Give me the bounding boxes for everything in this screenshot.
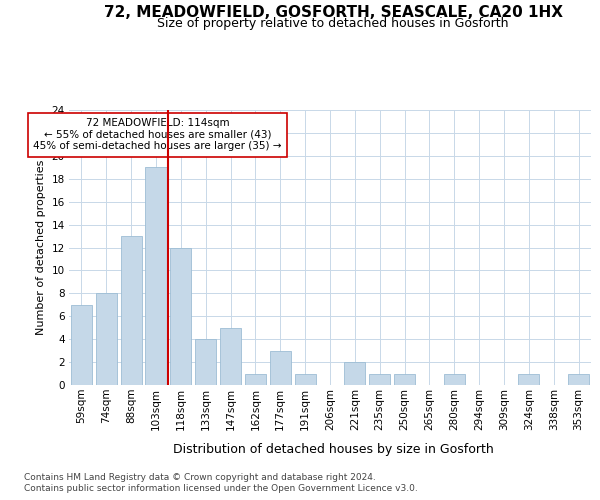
Bar: [71, 305, 92, 385]
Bar: [344, 362, 365, 385]
Bar: [394, 374, 415, 385]
Text: Distribution of detached houses by size in Gosforth: Distribution of detached houses by size …: [173, 442, 493, 456]
Bar: [195, 339, 216, 385]
Y-axis label: Number of detached properties: Number of detached properties: [36, 160, 46, 335]
Text: Size of property relative to detached houses in Gosforth: Size of property relative to detached ho…: [157, 18, 509, 30]
Bar: [270, 350, 291, 385]
Bar: [121, 236, 142, 385]
Bar: [170, 248, 191, 385]
Bar: [145, 168, 167, 385]
Bar: [518, 374, 539, 385]
Bar: [444, 374, 465, 385]
Bar: [96, 294, 117, 385]
Bar: [369, 374, 390, 385]
Bar: [220, 328, 241, 385]
Text: 72 MEADOWFIELD: 114sqm
← 55% of detached houses are smaller (43)
45% of semi-det: 72 MEADOWFIELD: 114sqm ← 55% of detached…: [34, 118, 282, 152]
Text: Contains HM Land Registry data © Crown copyright and database right 2024.: Contains HM Land Registry data © Crown c…: [24, 472, 376, 482]
Bar: [295, 374, 316, 385]
Text: 72, MEADOWFIELD, GOSFORTH, SEASCALE, CA20 1HX: 72, MEADOWFIELD, GOSFORTH, SEASCALE, CA2…: [104, 5, 563, 20]
Bar: [245, 374, 266, 385]
Bar: [568, 374, 589, 385]
Text: Contains public sector information licensed under the Open Government Licence v3: Contains public sector information licen…: [24, 484, 418, 493]
